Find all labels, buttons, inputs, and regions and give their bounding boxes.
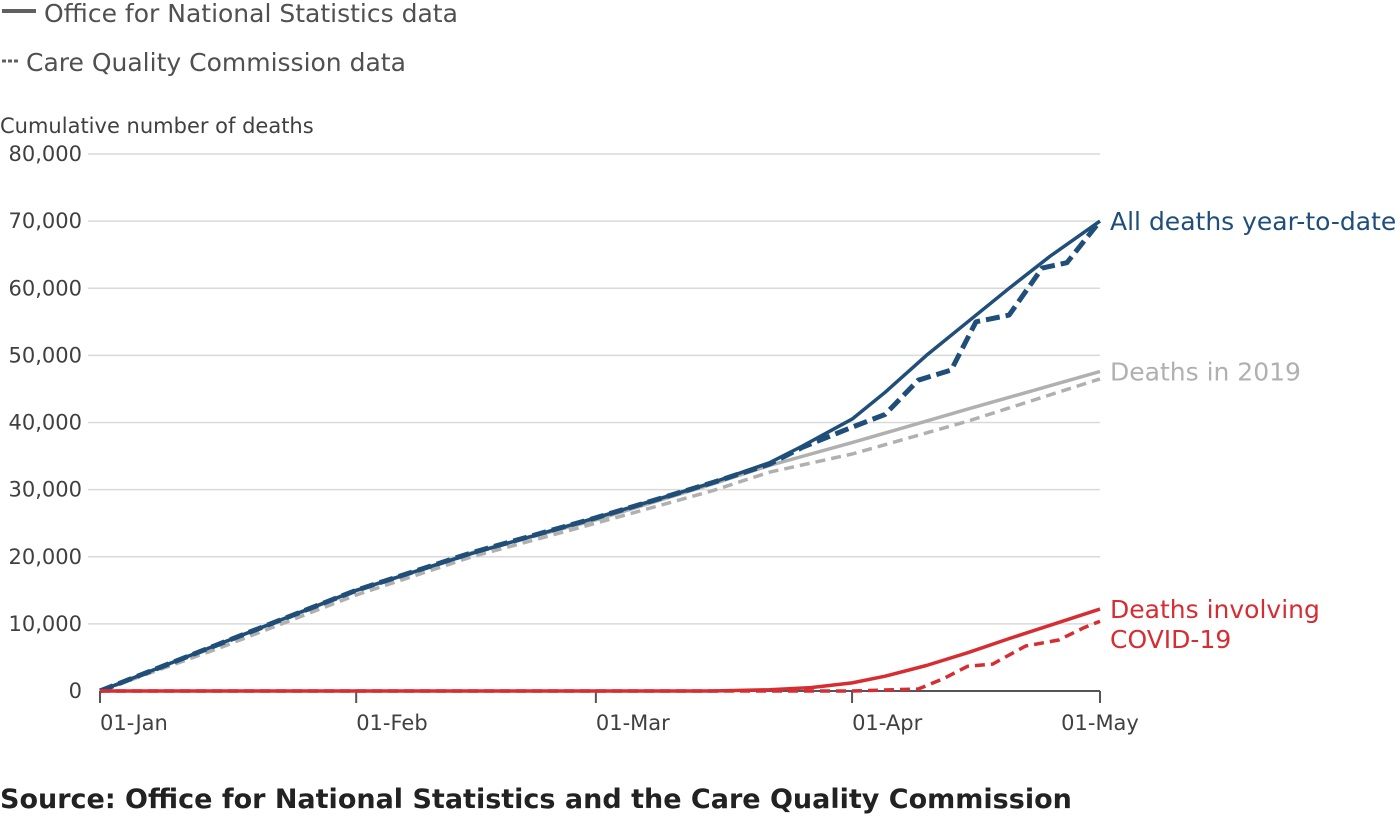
x-tick-label: 01-Apr [852,711,923,735]
y-axis-title: Cumulative number of deaths [0,114,314,138]
cumulative-deaths-chart: Office for National Statistics data Care… [0,0,1396,735]
series-labels: All deaths year-to-date Deaths in 2019 Dea… [1110,207,1396,654]
series-label: All deaths year-to-date [1110,207,1396,236]
x-tick-label: 01-Jan [100,711,168,735]
x-axis: 01-Jan 01-Feb 01-Mar 01-Apr 01-May [99,690,1139,735]
y-tick-label: 0 [69,679,82,703]
series-label: Deaths in 2019 [1110,357,1301,386]
y-tick-label: 50,000 [9,343,82,367]
legend-dashed-label: Care Quality Commission data [26,48,406,77]
x-tick-label: 01-Mar [596,711,670,735]
source-note: Source: Office for National Statistics a… [0,784,1072,815]
y-tick-label: 40,000 [9,411,82,435]
y-tick-label: 80,000 [9,142,82,166]
legend-solid-label: Office for National Statistics data [44,0,458,28]
y-axis-ticks: 0 10,000 20,000 30,000 40,000 50,000 60,000 70,… [9,142,82,703]
series-label-line: Deaths involving [1110,595,1320,624]
series-label-line: COVID-19 [1110,625,1231,654]
legend: Office for National Statistics data Care… [2,0,458,77]
series-label: Deaths involving COVID-19 [1110,595,1320,654]
x-tick-label: 01-Feb [356,711,427,735]
series-line-ons-deaths-in-2019 [99,369,1101,693]
series-line-cqc-all-deaths-year-to-date [99,219,1102,694]
y-tick-label: 60,000 [9,276,82,300]
series-line-ons-deaths-involving-covid-19 [100,607,1101,693]
gridlines [88,153,1100,625]
series-line-ons-all-deaths-year-to-date [99,219,1102,693]
series-label-line: All deaths year-to-date [1110,207,1396,236]
y-tick-label: 70,000 [9,209,82,233]
series-label-line: Deaths in 2019 [1110,357,1301,386]
y-tick-label: 30,000 [9,478,82,502]
series-lines [99,219,1102,694]
series-line-cqc-deaths-in-2019 [99,377,1101,693]
y-tick-label: 10,000 [9,612,82,636]
series-line-cqc-deaths-involving-covid-19 [100,619,1101,693]
x-tick-label: 01-May [1061,711,1139,735]
y-tick-label: 20,000 [9,545,82,569]
